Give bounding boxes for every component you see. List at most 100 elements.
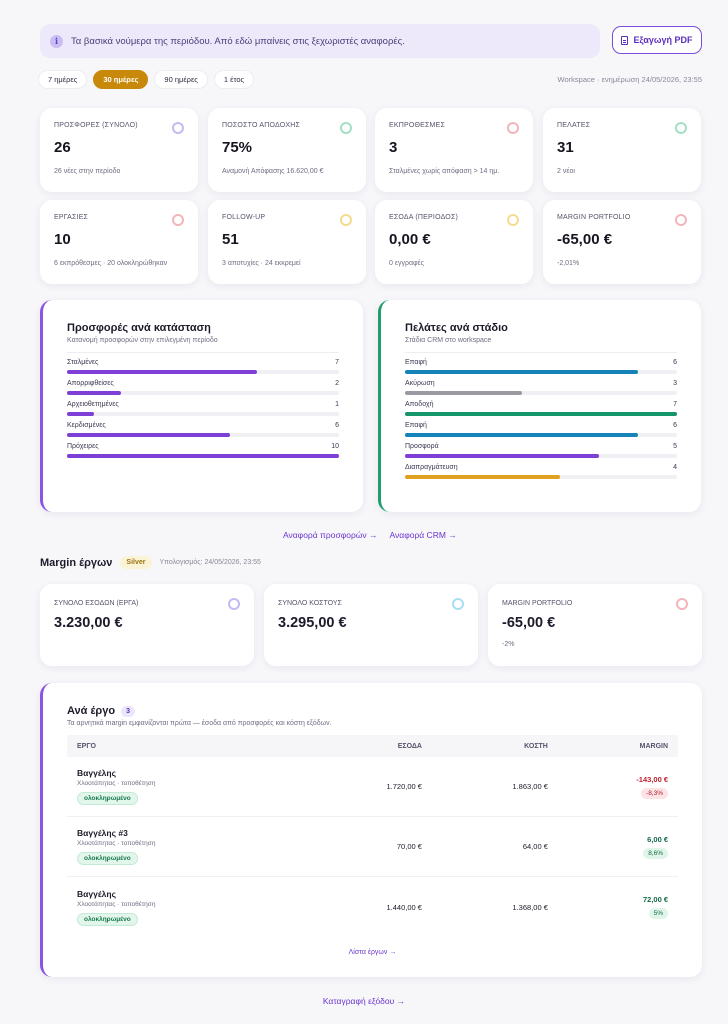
- table-header: ΕΡΓΟ ΕΣΟΔΑ ΚΟΣΤΗ MARGIN: [67, 735, 678, 757]
- bar-row: Αποδοχή 7: [405, 401, 677, 416]
- kpi-margin-portfolio[interactable]: MARGIN PORTFOLIO -65,00 € -2,01%: [543, 200, 701, 284]
- offers-report-link[interactable]: Αναφορά προσφορών →: [283, 530, 378, 540]
- table-row[interactable]: Βαγγέλης Χλοοτάπητας · τοποθέτηση ολοκλη…: [67, 757, 678, 817]
- bar-fill: [405, 454, 600, 458]
- period-90d[interactable]: 90 ημέρες: [154, 70, 208, 89]
- bar-label: Σταλμένες: [67, 359, 99, 366]
- kpi-value: 31: [557, 139, 574, 156]
- kpi-label: ΕΡΓΑΣΙΕΣ: [54, 214, 89, 221]
- per-project-panel: Ανά έργο 3 Τα αρνητικά margin εμφανίζοντ…: [40, 683, 702, 977]
- bar-row: Ακύρωση 3: [405, 380, 677, 395]
- kpi-value: 0,00 €: [389, 231, 431, 248]
- info-banner: i Τα βασικά νούμερα της περιόδου. Από εδ…: [40, 24, 600, 58]
- bar-track: [405, 412, 677, 416]
- kpi-tasks[interactable]: ΕΡΓΑΣΙΕΣ 10 6 εκπρόθεσμες · 20 ολοκληρώθ…: [40, 200, 198, 284]
- bar-label: Επαφή: [405, 422, 427, 429]
- project-desc: Χλοοτάπητας · τοποθέτηση: [77, 900, 156, 908]
- bar-row: Αρχειοθετημένες 1: [67, 401, 339, 416]
- kpi-total-revenue-projects[interactable]: ΣΥΝΟΛΟ ΕΣΟΔΩΝ (ΕΡΓΑ) 3.230,00 €: [40, 584, 254, 666]
- bar-row: Επαφή 6: [405, 422, 677, 437]
- revenue-cell: 1.440,00 €: [386, 902, 422, 912]
- panel-subtitle: Τα αρνητικά margin εμφανίζονται πρώτα — …: [67, 720, 332, 727]
- bar-value: 6: [335, 422, 339, 429]
- bar-label: Πρόχειρες: [67, 443, 99, 450]
- kpi-total-cost[interactable]: ΣΥΝΟΛΟ ΚΟΣΤΟΥΣ 3.295,00 €: [264, 584, 478, 666]
- kpi-acceptance-rate[interactable]: ΠΟΣΟΣΤΟ ΑΠΟΔΟΧΗΣ 75% Αναμονή Απόφασης 16…: [208, 108, 366, 192]
- bar-fill: [405, 391, 522, 395]
- period-1y[interactable]: 1 έτος: [213, 70, 255, 89]
- kpi-value: 75%: [222, 139, 253, 156]
- status-dot-icon: [172, 122, 184, 134]
- bar-label: Απορριφθείσες: [67, 380, 114, 387]
- status-dot-icon: [676, 598, 688, 610]
- projects-list-link[interactable]: Λίστα έργων →: [348, 949, 397, 956]
- bar-label: Προσφορά: [405, 443, 439, 450]
- kpi-revenue-period[interactable]: ΕΣΟΔΑ (ΠΕΡΙΟΔΟΣ) 0,00 € 0 εγγραφές: [375, 200, 533, 284]
- project-name: Βαγγέλης: [77, 768, 116, 778]
- status-dot-icon: [172, 214, 184, 226]
- bar-track: [405, 475, 677, 479]
- bar-fill: [67, 370, 258, 374]
- bar-label: Κερδισμένες: [67, 422, 106, 429]
- status-dot-icon: [507, 214, 519, 226]
- table-row[interactable]: Βαγγέλης #3 Χλοοτάπητας · τοποθέτηση ολο…: [67, 817, 678, 877]
- status-dot-icon: [507, 122, 519, 134]
- record-expense-link[interactable]: Καταγραφή εξόδου →: [322, 996, 406, 1006]
- status-badge: ολοκληρωμένο: [77, 792, 138, 805]
- bar-fill: [67, 454, 339, 458]
- panel-title: Προσφορές ανά κατάσταση: [67, 322, 211, 334]
- project-desc: Χλοοτάπητας · τοποθέτηση: [77, 840, 156, 847]
- margin-value: 6,00 €: [647, 834, 669, 844]
- kpi-subtext: 26 νέες στην περίοδο: [54, 168, 121, 175]
- kpi-margin-portfolio-projects[interactable]: MARGIN PORTFOLIO -65,00 € -2%: [488, 584, 702, 666]
- kpi-label: MARGIN PORTFOLIO: [557, 214, 631, 221]
- kpi-value: 10: [54, 231, 71, 248]
- bar-label: Ακύρωση: [405, 380, 435, 387]
- bar-value: 7: [335, 359, 339, 366]
- kpi-clients[interactable]: ΠΕΛΑΤΕΣ 31 2 νέοι: [543, 108, 701, 192]
- tier-badge: Silver: [120, 556, 152, 569]
- status-badge: ολοκληρωμένο: [77, 852, 138, 865]
- bar-label: Επαφή: [405, 359, 427, 366]
- clients-bars: Επαφή 6 Ακύρωση 3 Αποδοχή 7 Επαφή 6 Προσφορά 5 Δια…: [405, 359, 677, 479]
- status-dot-icon: [675, 122, 687, 134]
- period-7d[interactable]: 7 ημέρες: [38, 70, 88, 89]
- status-dot-icon: [675, 214, 687, 226]
- period-selector: 7 ημέρες 30 ημέρες 90 ημέρες 1 έτος: [38, 70, 255, 89]
- status-dot-icon: [340, 214, 352, 226]
- kpi-label: ΕΚΠΡΟΘΕΣΜΕΣ: [389, 122, 445, 129]
- info-icon: i: [50, 34, 63, 48]
- kpi-subtext: -2,01%: [557, 260, 580, 267]
- period-30d[interactable]: 30 ημέρες: [93, 70, 149, 89]
- panel-title: Ανά έργο: [67, 705, 116, 717]
- kpi-label: ΣΥΝΟΛΟ ΕΣΟΔΩΝ (ΕΡΓΑ): [54, 600, 139, 607]
- kpi-overdue[interactable]: ΕΚΠΡΟΘΕΣΜΕΣ 3 Σταλμένες χωρίς απόφαση > …: [375, 108, 533, 192]
- banner-text: Τα βασικά νούμερα της περιόδου. Από εδώ …: [71, 35, 405, 47]
- project-desc: Χλοοτάπητας · τοποθέτηση: [77, 780, 156, 787]
- bar-fill: [405, 475, 561, 479]
- panel-subtitle: Κατανομή προσφορών στην επιλεγμένη περίο…: [67, 337, 339, 353]
- crm-report-link[interactable]: Αναφορά CRM →: [389, 530, 457, 540]
- offers-bars: Σταλμένες 7 Απορριφθείσες 2 Αρχειοθετημένες 1…: [67, 359, 339, 458]
- status-dot-icon: [340, 122, 352, 134]
- bar-track: [405, 391, 677, 395]
- bar-track: [67, 370, 339, 374]
- bar-label: Αρχειοθετημένες: [67, 401, 119, 408]
- cost-cell: 1.863,00 €: [512, 782, 548, 791]
- kpi-value: -65,00 €: [502, 615, 556, 631]
- kpi-follow-up[interactable]: FOLLOW-UP 51 3 αποτυχίες · 24 εκκρεμεί: [208, 200, 366, 284]
- bar-value: 4: [673, 464, 677, 471]
- margin-percent-badge: 5%: [648, 908, 669, 919]
- kpi-offers-total[interactable]: ΠΡΟΣΦΟΡΕΣ (ΣΥΝΟΛΟ) 26 26 νέες στην περίο…: [40, 108, 198, 192]
- revenue-cell: 1.720,00 €: [386, 782, 422, 791]
- table-row[interactable]: Βαγγέλης Χλοοτάπητας · τοποθέτηση ολοκλη…: [67, 877, 678, 937]
- panel-title: Πελάτες ανά στάδιο: [405, 322, 508, 334]
- bar-fill: [405, 370, 639, 374]
- cost-cell: 64,00 €: [522, 842, 548, 851]
- margin-value: 72,00 €: [642, 895, 669, 904]
- export-pdf-button[interactable]: Εξαγωγή PDF: [612, 26, 702, 54]
- panel-subtitle: Στάδια CRM στο workspace: [405, 337, 677, 353]
- kpi-value: 3: [389, 139, 398, 156]
- col-cost: ΚΟΣΤΗ: [524, 742, 548, 750]
- bar-track: [405, 433, 677, 437]
